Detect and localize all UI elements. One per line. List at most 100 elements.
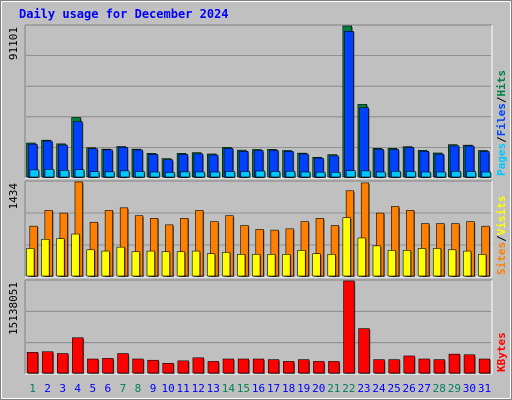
bar-kbytes-day-25 (388, 359, 400, 374)
bar-pages-day-24 (376, 171, 386, 178)
bar-pages-day-29 (451, 171, 461, 178)
bar-visits-day-8 (131, 251, 140, 277)
bar-kbytes-day-12 (192, 357, 204, 374)
bar-pages-day-3 (59, 170, 70, 178)
bar-kbytes-day-1 (26, 352, 39, 374)
bar-pages-day-20 (315, 171, 326, 178)
legend-item-visits: Visits (495, 196, 508, 236)
bar-pages-day-15 (240, 171, 250, 178)
bar-kbytes-day-15 (237, 358, 250, 374)
x-tick-label-day-23: 23 (357, 382, 370, 395)
panel-visits-sites: 1434 Sites/Visits (7, 180, 508, 278)
bar-pages-day-18 (285, 171, 296, 178)
x-tick-label-day-22: 22 (342, 382, 355, 395)
bar-visits-day-23 (357, 237, 366, 277)
bar-visits-day-7 (116, 246, 125, 277)
bar-visits-day-25 (387, 250, 396, 277)
bar-pages-day-11 (180, 171, 190, 178)
bar-pages-day-10 (165, 172, 175, 178)
bar-pages-day-12 (195, 171, 205, 178)
bar-kbytes-day-24 (373, 359, 385, 374)
legend-item-pages: Pages (495, 143, 508, 176)
bar-visits-day-18 (282, 254, 291, 277)
x-tick-label-day-5: 5 (89, 382, 96, 395)
bar-visits-day-5 (86, 249, 95, 277)
y-axis-max-label: 91101 (7, 27, 20, 60)
bar-visits-day-6 (101, 250, 110, 277)
bar-visits-day-27 (417, 248, 427, 277)
panel-kbytes: 15138051 KBytes (7, 279, 508, 375)
legend-separator: / (495, 136, 508, 143)
bar-visits-day-13 (206, 253, 216, 277)
bar-visits-day-15 (237, 254, 246, 277)
bar-pages-day-1 (29, 169, 40, 178)
x-tick-label-day-31: 31 (478, 382, 491, 395)
bar-pages-day-23 (361, 170, 371, 178)
bar-kbytes-day-31 (478, 358, 491, 374)
bar-pages-day-21 (330, 172, 341, 178)
x-tick-label-day-24: 24 (372, 382, 386, 395)
bar-kbytes-day-16 (252, 358, 265, 374)
x-tick-label-day-21: 21 (327, 382, 340, 395)
bar-visits-day-24 (372, 245, 381, 277)
x-tick-label-day-29: 29 (448, 382, 461, 395)
bar-kbytes-day-17 (267, 359, 280, 374)
bar-pages-day-26 (406, 171, 416, 178)
bar-kbytes-day-26 (403, 355, 415, 374)
x-tick-label-day-10: 10 (161, 382, 174, 395)
bar-visits-day-31 (478, 254, 487, 277)
x-tick-label-day-11: 11 (177, 382, 190, 395)
bar-visits-day-2 (41, 238, 50, 277)
bar-kbytes-day-7 (117, 353, 129, 374)
legend-item-kbytes: KBytes (495, 332, 508, 372)
bar-visits-day-26 (402, 250, 411, 277)
bar-kbytes-day-9 (147, 359, 159, 374)
bar-pages-day-25 (391, 171, 401, 178)
bar-kbytes-day-30 (463, 354, 476, 374)
bar-pages-day-2 (44, 169, 55, 178)
legend: Pages/Files/Hits (495, 70, 508, 176)
bar-visits-day-29 (448, 249, 457, 277)
x-tick-label-day-4: 4 (74, 382, 81, 395)
bar-pages-day-14 (225, 171, 235, 178)
bar-visits-day-19 (297, 250, 306, 277)
bar-visits-day-11 (176, 251, 186, 277)
x-tick-label-day-17: 17 (267, 382, 280, 395)
bar-kbytes-day-8 (132, 358, 144, 374)
bar-pages-day-16 (255, 170, 266, 178)
bar-visits-day-16 (252, 254, 261, 277)
bar-kbytes-day-14 (222, 358, 235, 374)
bar-kbytes-day-28 (433, 359, 445, 374)
bar-kbytes-day-19 (298, 359, 310, 374)
legend-item-sites: Sites (495, 242, 508, 275)
bar-kbytes-day-21 (328, 361, 340, 374)
x-tick-label-day-13: 13 (207, 382, 220, 395)
chart-panels: 91101 Pages/Files/Hits 1434Sites/Visits151… (7, 24, 508, 375)
x-tick-label-day-15: 15 (237, 382, 250, 395)
x-tick-label-day-14: 14 (222, 382, 236, 395)
x-tick-label-day-8: 8 (135, 382, 142, 395)
bar-visits-day-12 (191, 250, 201, 277)
x-tick-label-day-25: 25 (387, 382, 400, 395)
x-tick-label-day-16: 16 (252, 382, 265, 395)
bar-kbytes-day-2 (41, 351, 54, 374)
x-tick-label-day-12: 12 (192, 382, 205, 395)
bar-visits-day-4 (71, 233, 80, 277)
legend: Sites/Visits (495, 196, 508, 276)
bar-visits-day-28 (432, 248, 442, 277)
x-axis: 1 2 3 4 5 6 7 8 9 10 11 12 13 14 15 16 17 18 19 20 21 22 23 24 2… (29, 382, 491, 395)
bar-pages-day-28 (436, 171, 446, 178)
bar-kbytes-day-5 (87, 358, 99, 374)
bar-pages-day-7 (119, 170, 130, 178)
bar-pages-day-13 (210, 171, 220, 178)
bar-pages-day-19 (300, 171, 311, 178)
x-tick-label-day-30: 30 (463, 382, 476, 395)
bar-kbytes-day-11 (177, 360, 189, 374)
bar-pages-day-30 (466, 171, 476, 178)
panel-hits-files-pages: 91101 Pages/Files/Hits (7, 24, 508, 179)
bar-files-day-4 (73, 121, 83, 178)
x-tick-label-day-27: 27 (418, 382, 431, 395)
bar-kbytes-day-29 (448, 353, 460, 374)
